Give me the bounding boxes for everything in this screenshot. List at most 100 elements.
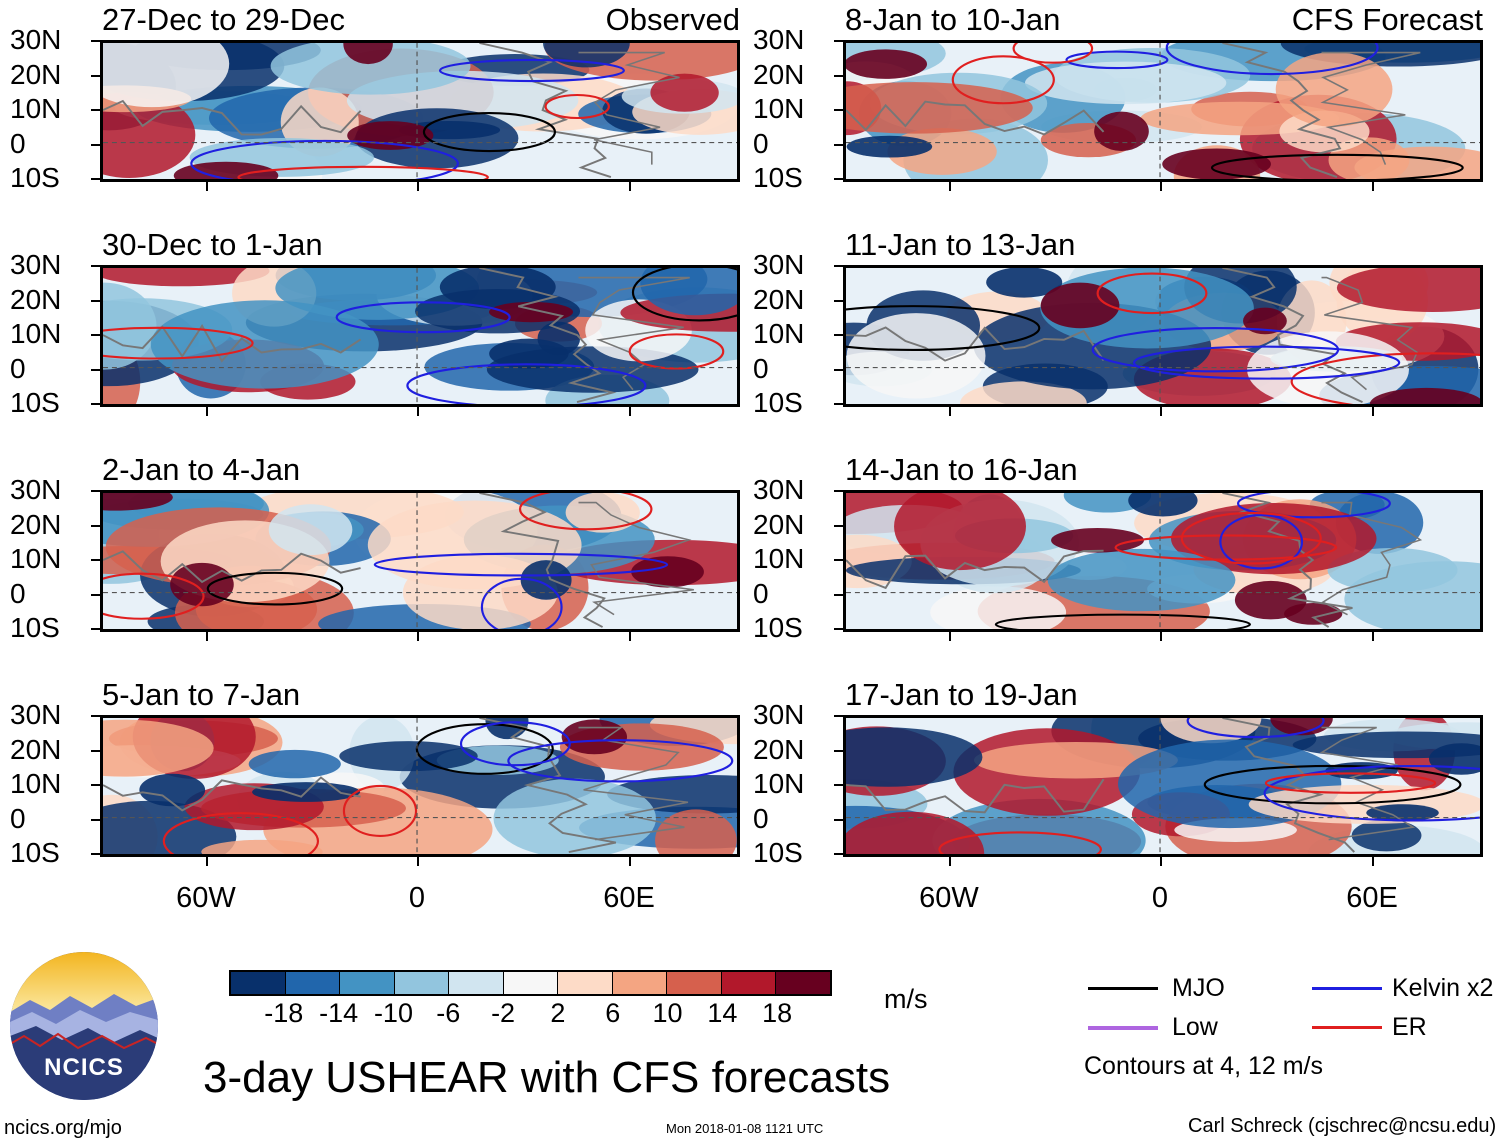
lat-label: 10N xyxy=(753,318,805,349)
lat-tick xyxy=(834,593,843,596)
lat-tick xyxy=(834,559,843,561)
lon-tick xyxy=(1372,407,1374,416)
panel-title-7: 17-Jan to 19-Jan xyxy=(845,677,1078,712)
lat-tick xyxy=(834,299,843,302)
lat-tick xyxy=(91,818,100,821)
lat-label: 20N xyxy=(753,283,805,315)
legend-label-mjo: MJO xyxy=(1172,974,1225,1002)
legend-label-kelvin: Kelvin x2 xyxy=(1392,974,1494,1002)
lat-tick xyxy=(834,178,843,180)
lon-tick xyxy=(629,857,631,866)
lat-label: 10S xyxy=(753,387,803,418)
lon-tick xyxy=(949,632,951,641)
lat-label: 10S xyxy=(10,837,60,868)
lon-tick xyxy=(1372,632,1374,641)
lat-tick xyxy=(91,403,100,405)
lat-tick xyxy=(834,143,843,146)
lat-label: 10S xyxy=(10,612,60,643)
lat-tick xyxy=(91,143,100,146)
footer-left-url[interactable]: ncics.org/mjo xyxy=(4,1117,122,1139)
lat-label: 20N xyxy=(10,58,62,90)
legend-line-kelvin xyxy=(1312,987,1382,990)
lon-label: 60W xyxy=(919,882,979,914)
figure-title: 3-day USHEAR with CFS forecasts xyxy=(203,1053,891,1102)
lat-tick xyxy=(834,368,843,371)
lon-tick xyxy=(206,857,208,866)
lat-tick xyxy=(834,715,843,717)
colorbar-swatch xyxy=(285,972,341,994)
colorbar-tick-label: -2 xyxy=(491,998,516,1028)
lat-label: 30N xyxy=(10,249,62,280)
panel-source-label-1: CFS Forecast xyxy=(1291,2,1483,37)
lat-label: 30N xyxy=(10,474,62,505)
logo-text: NCICS xyxy=(44,1054,124,1081)
lat-tick xyxy=(91,40,100,42)
lat-tick xyxy=(834,40,843,42)
lat-label: 10S xyxy=(10,387,60,418)
lon-tick xyxy=(1372,857,1374,866)
lat-tick xyxy=(91,265,100,267)
colorbar-tick-label: -10 xyxy=(373,998,413,1028)
lon-label: 60W xyxy=(176,882,236,914)
colorbar-swatch xyxy=(776,972,831,994)
shear-map-6 xyxy=(100,715,740,857)
lon-tick xyxy=(1160,407,1162,416)
lat-tick xyxy=(91,853,100,855)
panel-title-5: 14-Jan to 16-Jan xyxy=(845,452,1078,487)
lon-tick xyxy=(206,632,208,641)
lat-label: 0 xyxy=(753,577,769,609)
lat-label: 0 xyxy=(10,127,26,159)
colorbar-swatch xyxy=(231,972,286,994)
lon-tick xyxy=(1160,182,1162,191)
lat-tick xyxy=(834,784,843,786)
shear-map-5 xyxy=(843,490,1483,632)
colorbar-tick-label: 18 xyxy=(762,998,793,1028)
lat-label: 20N xyxy=(753,733,805,765)
lat-label: 10S xyxy=(753,612,803,643)
lon-tick xyxy=(417,407,419,416)
colorbar-tick-label: -6 xyxy=(436,998,461,1028)
lat-label: 30N xyxy=(753,474,805,505)
lat-tick xyxy=(91,490,100,492)
legend-line-mjo xyxy=(1088,987,1158,990)
panel-title-0: 27-Dec to 29-Dec xyxy=(102,2,345,37)
legend-label-low: Low xyxy=(1172,1013,1218,1041)
colorbar-swatch xyxy=(394,972,450,994)
lat-tick xyxy=(834,749,843,752)
lon-tick xyxy=(949,407,951,416)
lat-label: 10N xyxy=(10,318,62,349)
lat-tick xyxy=(91,74,100,77)
lon-label: 0 xyxy=(408,882,426,914)
legend-label-er: ER xyxy=(1392,1013,1427,1041)
colorbar-tick-label: -14 xyxy=(319,998,359,1028)
lat-label: 0 xyxy=(753,352,769,384)
lat-tick xyxy=(91,628,100,630)
lat-label: 0 xyxy=(10,577,26,609)
lon-tick xyxy=(629,182,631,191)
lat-label: 20N xyxy=(10,733,62,765)
lat-tick xyxy=(834,524,843,527)
colorbar-tick-label: 14 xyxy=(707,998,738,1028)
colorbar-swatch xyxy=(667,972,722,994)
lon-tick xyxy=(1372,182,1374,191)
lon-tick xyxy=(1160,857,1162,866)
lat-tick xyxy=(91,593,100,596)
colorbar-units: m/s xyxy=(884,984,928,1014)
lon-tick xyxy=(949,182,951,191)
legend-line-er xyxy=(1312,1026,1382,1029)
lat-label: 10N xyxy=(753,93,805,124)
lon-tick xyxy=(417,632,419,641)
lat-tick xyxy=(91,368,100,371)
lat-label: 30N xyxy=(753,699,805,730)
legend-note: Contours at 4, 12 m/s xyxy=(1084,1052,1324,1080)
colorbar-swatch xyxy=(449,972,504,994)
colorbar-tick-label: 6 xyxy=(605,998,621,1028)
panel-title-6: 5-Jan to 7-Jan xyxy=(102,677,301,712)
lat-tick xyxy=(834,403,843,405)
lat-label: 0 xyxy=(753,802,769,834)
lat-label: 30N xyxy=(10,24,62,55)
lon-tick xyxy=(206,182,208,191)
shear-map-1 xyxy=(843,40,1483,182)
panel-title-2: 30-Dec to 1-Jan xyxy=(102,227,323,262)
ncics-logo: NCICS xyxy=(10,952,158,1100)
